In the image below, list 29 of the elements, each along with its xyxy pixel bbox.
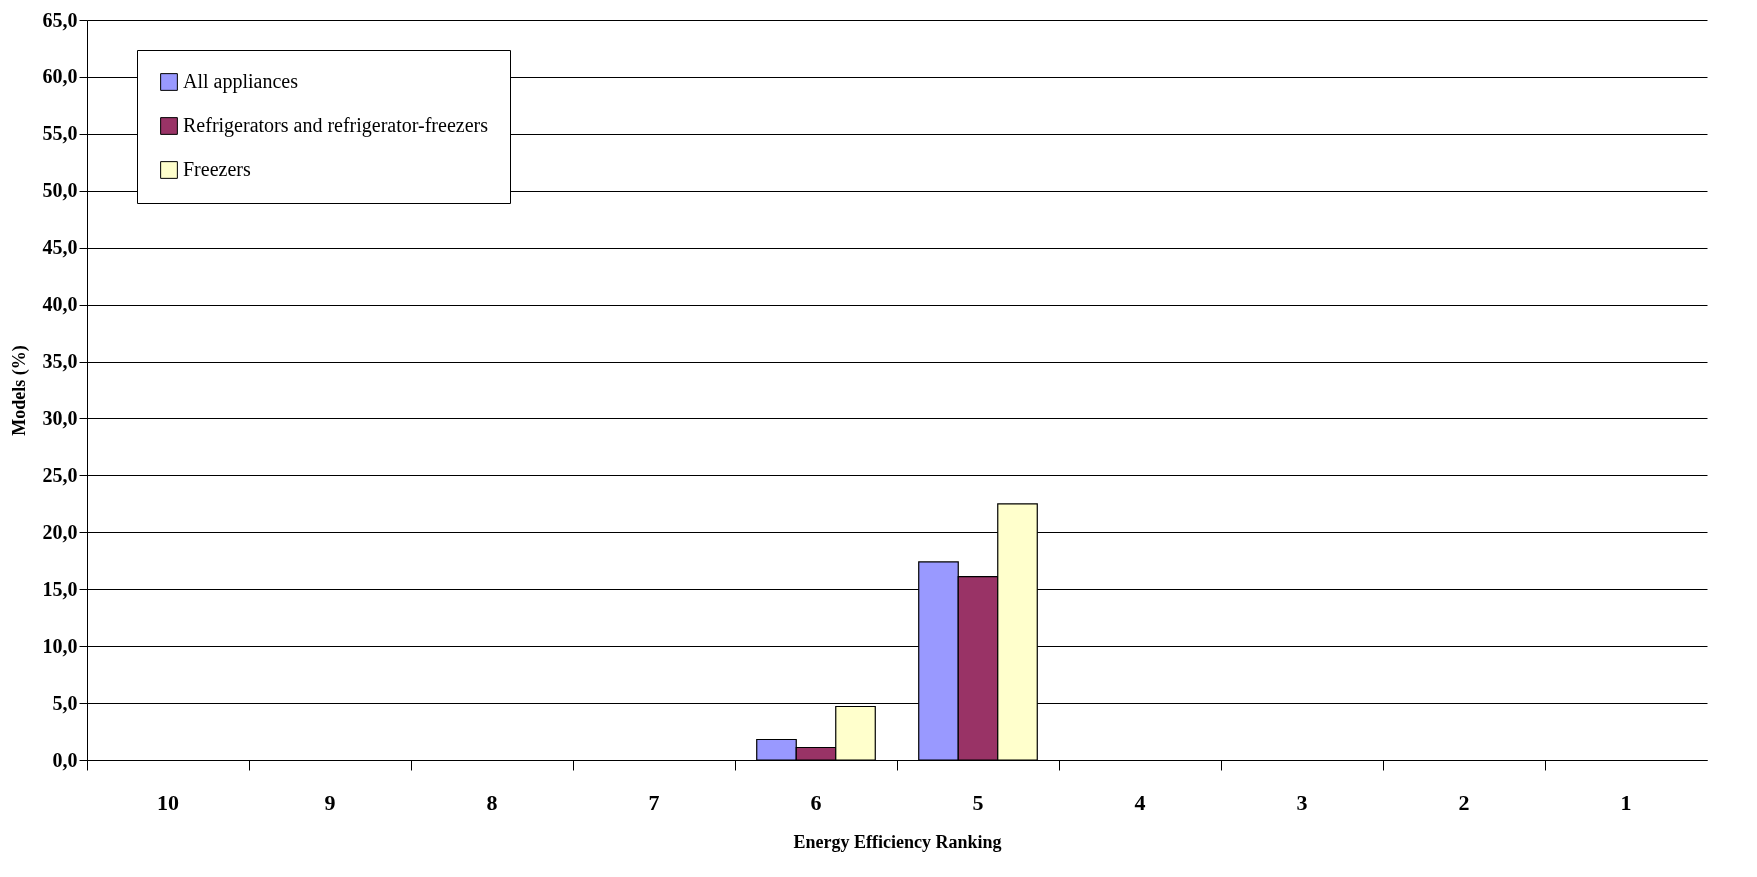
legend-label: Freezers — [183, 158, 251, 180]
y-tick-label: 50,0 — [42, 179, 78, 202]
y-tick-label: 45,0 — [42, 236, 78, 259]
x-tick-label: 9 — [324, 789, 336, 815]
legend-label: Refrigerators and refrigerator-freezers — [183, 114, 489, 137]
x-tick-label: 1 — [1620, 789, 1632, 815]
legend-label: All appliances — [183, 70, 299, 93]
x-tick-label: 8 — [486, 789, 498, 815]
y-tick-label: 25,0 — [42, 463, 78, 486]
y-tick-label: 0,0 — [52, 748, 78, 771]
y-axis-title: Models (%) — [8, 345, 30, 436]
y-tick-label: 65,0 — [42, 8, 78, 31]
x-tick-label: 5 — [972, 789, 984, 815]
y-tick-label: 55,0 — [42, 122, 78, 145]
x-tick-label: 3 — [1296, 789, 1308, 815]
x-tick-label: 2 — [1458, 789, 1470, 815]
x-tick-label: 4 — [1134, 789, 1146, 815]
x-axis-title: Energy Efficiency Ranking — [793, 831, 1002, 852]
y-tick-label: 35,0 — [42, 350, 78, 373]
y-tick-label: 10,0 — [42, 634, 78, 657]
x-tick-label: 7 — [648, 789, 660, 815]
y-tick-label: 5,0 — [52, 691, 78, 714]
y-tick-label: 40,0 — [42, 293, 78, 316]
y-tick-label: 15,0 — [42, 577, 78, 600]
y-tick-label: 30,0 — [42, 406, 78, 429]
y-tick-label: 60,0 — [42, 65, 78, 88]
x-tick-label: 10 — [157, 789, 179, 815]
x-tick-label: 6 — [810, 789, 822, 815]
y-tick-label: 20,0 — [42, 520, 78, 543]
